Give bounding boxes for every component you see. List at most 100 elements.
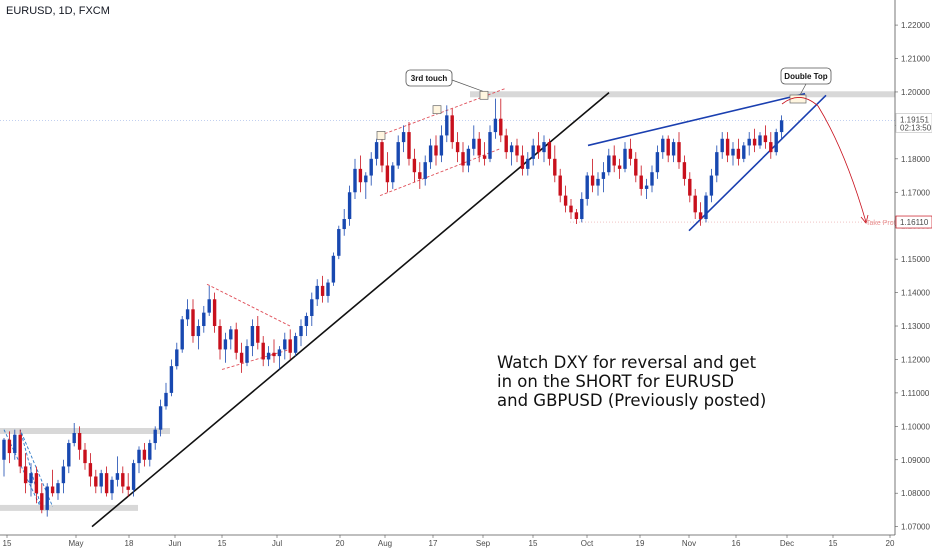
note-line-1: Watch DXY for reversal and get xyxy=(497,353,757,372)
candle xyxy=(688,172,692,203)
time-tick-label: 18 xyxy=(125,539,134,548)
time-tick-label: May xyxy=(68,539,83,548)
candle xyxy=(320,275,325,303)
candle xyxy=(158,399,163,437)
candle xyxy=(445,105,449,143)
symbol-title: EURUSD, 1D, FXCM xyxy=(6,5,110,17)
candle xyxy=(698,202,703,226)
candle xyxy=(212,292,217,333)
candle xyxy=(542,135,546,163)
candle xyxy=(472,125,476,156)
candle-body xyxy=(671,142,676,156)
candle xyxy=(671,138,676,163)
candle-body xyxy=(288,339,292,353)
support-zone-lower xyxy=(0,504,138,511)
candle-body xyxy=(158,406,163,430)
candle xyxy=(121,466,125,494)
candle xyxy=(580,192,584,223)
candle xyxy=(736,138,741,166)
candle-body xyxy=(272,352,276,357)
candle-body xyxy=(391,165,395,183)
wedge-upper-line xyxy=(587,92,806,147)
candle xyxy=(461,142,465,173)
candle xyxy=(293,332,298,357)
candle-body xyxy=(509,145,514,153)
candle-body xyxy=(67,443,71,467)
candle xyxy=(509,142,514,166)
candle xyxy=(709,168,714,203)
candle xyxy=(261,336,265,367)
candle xyxy=(558,168,562,203)
candle-body xyxy=(83,449,87,464)
candle-body xyxy=(142,449,147,460)
candle xyxy=(412,148,417,183)
candle xyxy=(245,339,249,367)
candle-body xyxy=(428,145,433,163)
candle-body xyxy=(137,449,141,464)
candle-body xyxy=(40,493,44,510)
candle-body xyxy=(450,115,454,143)
time-tick-label: 16 xyxy=(732,539,741,548)
candle xyxy=(288,329,292,360)
pennant-lower-line xyxy=(221,348,291,370)
candle-body xyxy=(347,192,352,220)
candle-body xyxy=(720,138,724,153)
candle xyxy=(536,132,541,159)
touch-marker-1 xyxy=(376,131,386,140)
candle xyxy=(628,138,633,166)
candle xyxy=(175,342,179,370)
candle-body xyxy=(574,212,579,220)
candle xyxy=(202,305,206,333)
candle-body xyxy=(266,352,271,360)
candle-body xyxy=(531,145,535,159)
candle xyxy=(169,359,174,397)
candle xyxy=(347,185,352,226)
candle-body xyxy=(185,309,190,320)
candle-body xyxy=(758,135,762,146)
candle-body xyxy=(261,342,265,360)
price-tick-label: 1.13000 xyxy=(901,322,930,331)
trade-note: Watch DXY for reversal and get in on the… xyxy=(497,353,797,410)
candle xyxy=(769,132,773,159)
candle-body xyxy=(715,152,719,176)
projection-arc xyxy=(781,97,867,223)
candle-body xyxy=(423,162,427,179)
touch-marker-2 xyxy=(432,105,442,115)
candle-body xyxy=(736,148,741,159)
candle-body xyxy=(72,433,76,444)
candle-body xyxy=(234,329,238,353)
candle xyxy=(304,312,309,337)
target-price-badge xyxy=(895,215,932,229)
candle xyxy=(142,443,147,467)
candle-body xyxy=(774,132,778,153)
candle-body xyxy=(45,486,49,510)
candle-body xyxy=(779,120,784,133)
candle xyxy=(650,165,654,193)
candle-body xyxy=(596,178,600,186)
candle-body xyxy=(315,285,319,300)
time-tick-label: 20 xyxy=(886,539,895,548)
candle-body xyxy=(331,255,336,283)
target-price-label: 1.16110 xyxy=(900,218,929,227)
candle xyxy=(455,132,460,163)
candle xyxy=(153,426,157,450)
candle xyxy=(7,431,12,464)
candle-body xyxy=(580,198,584,220)
candle-body xyxy=(607,155,611,173)
candle-body xyxy=(401,132,406,143)
annotation-layer: 3rd touch Double Top Take Profit xyxy=(376,67,899,227)
candle xyxy=(180,315,184,353)
candle xyxy=(407,122,411,166)
candle-body xyxy=(374,142,379,159)
candle xyxy=(88,453,93,487)
candle-body xyxy=(612,155,616,166)
candle xyxy=(385,152,390,193)
candle-body xyxy=(563,195,568,206)
candle-body xyxy=(434,145,438,156)
candle xyxy=(666,135,670,163)
candle-body xyxy=(277,349,282,357)
candle-body xyxy=(18,434,22,467)
candle xyxy=(682,155,687,186)
touch-marker-3 xyxy=(479,90,489,100)
time-tick-label: 19 xyxy=(636,539,645,548)
